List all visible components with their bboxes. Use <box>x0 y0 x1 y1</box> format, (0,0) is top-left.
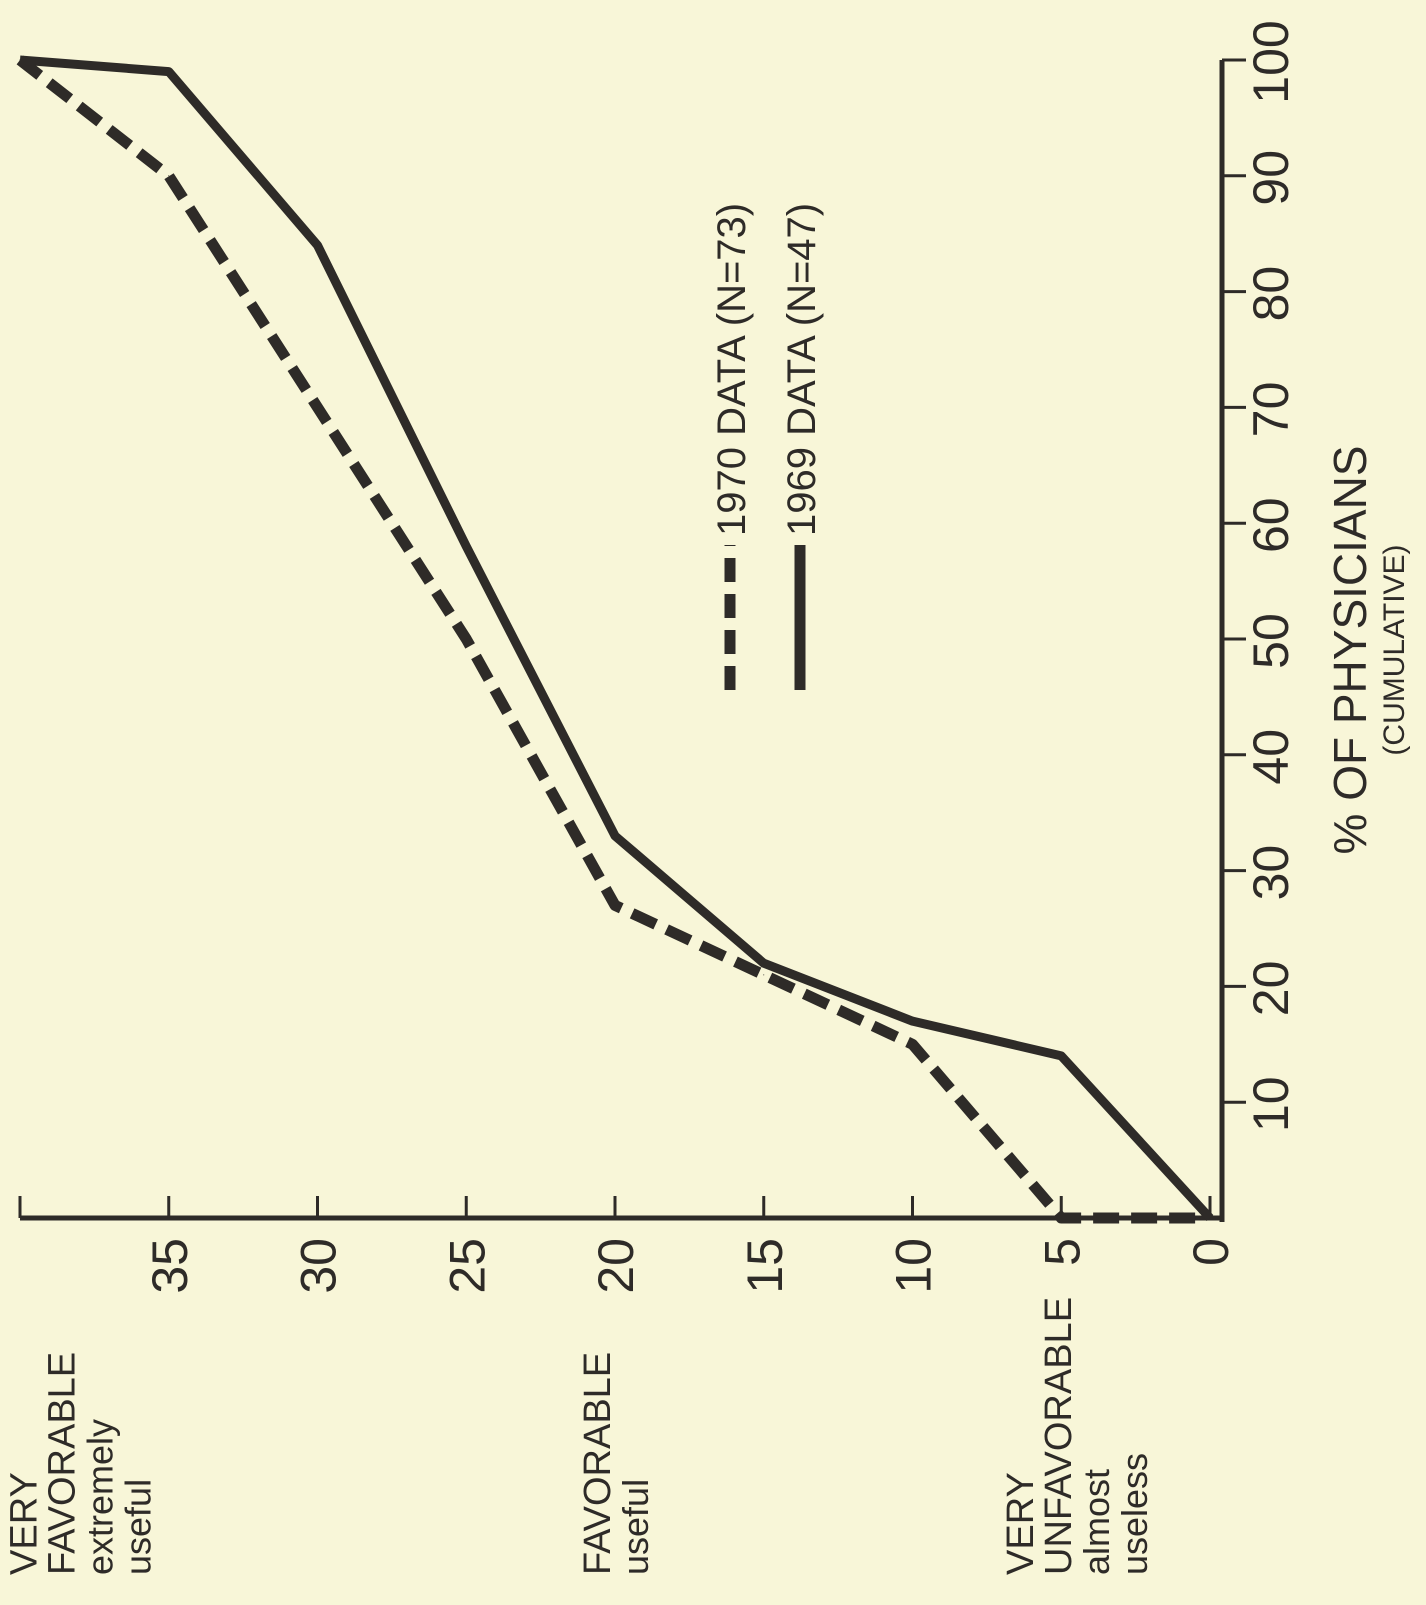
category-label: almost <box>1076 1469 1117 1575</box>
score-tick-label: 15 <box>737 1238 793 1294</box>
data-point <box>317 244 318 246</box>
percent-tick-label: 100 <box>1243 20 1299 103</box>
data-point <box>168 71 170 73</box>
category-label: useful <box>118 1479 159 1575</box>
data-point <box>763 974 765 976</box>
series-line-dashed <box>16 55 1196 1224</box>
axes: 0 5 10 15 20 25 30 35 10 20 30 40 50 60 70 80 90 100 <box>18 20 1299 1294</box>
score-tick-label: 5 <box>1034 1238 1090 1266</box>
data-point <box>465 545 467 547</box>
category-label: useful <box>615 1479 656 1575</box>
category-label: extremely <box>80 1419 121 1575</box>
category-label: FAVORABLE <box>42 1352 84 1575</box>
data-point <box>614 835 616 837</box>
percent-tick-label: 10 <box>1243 1076 1299 1132</box>
axis-labels: % OF PHYSICIANS (CUMULATIVE)VERYFAVORABLE… <box>4 446 1412 1575</box>
category-label: VERY <box>1000 1472 1042 1575</box>
data-point <box>168 175 170 177</box>
data-point <box>19 59 21 61</box>
percent-tick-label: 50 <box>1243 613 1299 669</box>
percent-tick-label: 70 <box>1243 382 1299 438</box>
percent-tick-label: 60 <box>1243 497 1299 553</box>
score-tick-label: 35 <box>142 1238 198 1294</box>
percent-tick-label: 90 <box>1243 150 1299 206</box>
data-point <box>317 406 318 408</box>
data-point <box>1194 1217 1196 1219</box>
data-point <box>1209 1217 1211 1219</box>
percent-axis-subtitle: (CUMULATIVE) <box>1378 544 1411 755</box>
percent-tick-label: 40 <box>1243 729 1299 785</box>
legend: 1970 DATA (N=73) 1969 DATA (N=47) <box>710 203 824 690</box>
category-label: useless <box>1114 1453 1155 1575</box>
category-label: UNFAVORABLE <box>1038 1297 1080 1575</box>
category-label: FAVORABLE <box>577 1352 619 1575</box>
data-point <box>1179 1217 1181 1219</box>
score-tick-label: 0 <box>1183 1238 1239 1266</box>
percent-axis-title: % OF PHYSICIANS <box>1324 446 1376 855</box>
data-point <box>614 904 616 906</box>
legend-label: 1970 DATA (N=73) <box>710 203 754 536</box>
series-layer <box>16 55 1214 1224</box>
data-point <box>465 638 467 640</box>
series-line-solid <box>19 55 1214 1222</box>
score-tick-label: 25 <box>439 1238 495 1294</box>
data-point <box>1060 1217 1062 1219</box>
percent-tick-label: 80 <box>1243 266 1299 322</box>
data-point <box>912 1043 913 1045</box>
data-point <box>763 962 765 964</box>
percent-tick-label: 30 <box>1243 845 1299 901</box>
score-tick-label: 30 <box>291 1238 347 1294</box>
score-tick-label: 10 <box>886 1238 942 1294</box>
data-point <box>1060 1055 1062 1057</box>
score-tick-label: 20 <box>588 1238 644 1294</box>
data-point <box>912 1020 913 1022</box>
category-label: VERY <box>4 1472 46 1575</box>
legend-label: 1969 DATA (N=47) <box>780 203 824 536</box>
percent-tick-label: 20 <box>1243 961 1299 1017</box>
